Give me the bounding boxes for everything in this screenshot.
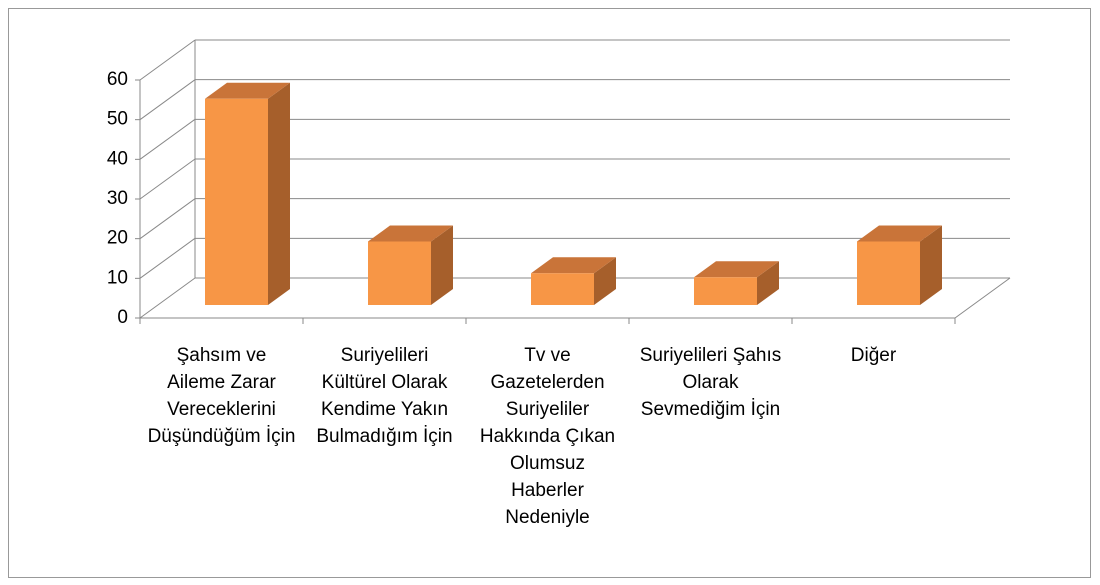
grid-line xyxy=(139,158,196,200)
bar-top xyxy=(694,261,779,278)
y-tick-label: 0 xyxy=(117,307,128,328)
bar-front xyxy=(368,241,431,305)
floor-line xyxy=(954,277,1011,319)
bar-side xyxy=(920,225,942,305)
x-tick-label: Suriyelileri Şahıs Olarak Sevmediğim İçi… xyxy=(639,345,782,420)
x-tick-label: Diğer xyxy=(850,345,897,366)
y-tick-label: 30 xyxy=(107,188,128,209)
grid-line xyxy=(139,277,196,319)
bar-front xyxy=(857,241,920,305)
bar-top xyxy=(205,82,290,99)
bar-side xyxy=(757,261,779,305)
x-tick-label: Suriyelileri Kültürel Olarak Kendime Yak… xyxy=(316,345,453,447)
bar-front xyxy=(205,98,268,305)
x-tick-label: Şahsım ve Aileme Zarar Vereceklerini Düş… xyxy=(147,345,296,447)
y-tick-label: 40 xyxy=(107,148,128,169)
grid-line xyxy=(139,39,196,81)
bar-front xyxy=(694,277,757,305)
grid-line xyxy=(139,237,196,279)
bar xyxy=(368,225,453,305)
bar xyxy=(205,82,290,305)
bar xyxy=(694,261,779,305)
bar-top xyxy=(857,225,942,242)
bar-side xyxy=(431,225,453,305)
grid-line xyxy=(139,79,196,121)
bar-top xyxy=(531,257,616,274)
grid-line xyxy=(139,198,196,240)
bar-side xyxy=(594,257,616,305)
bar-front xyxy=(531,273,594,305)
grid-line xyxy=(139,118,196,160)
bar xyxy=(531,257,616,305)
y-tick-label: 60 xyxy=(107,69,128,90)
bar-top xyxy=(368,225,453,242)
y-tick-label: 10 xyxy=(107,267,128,288)
bar-side xyxy=(268,82,290,305)
bar xyxy=(857,225,942,305)
x-tick-label: Tv ve Gazetelerden Suriyeliler Hakkında … xyxy=(479,345,616,528)
y-tick-label: 20 xyxy=(107,228,128,249)
y-tick-label: 50 xyxy=(107,109,128,130)
